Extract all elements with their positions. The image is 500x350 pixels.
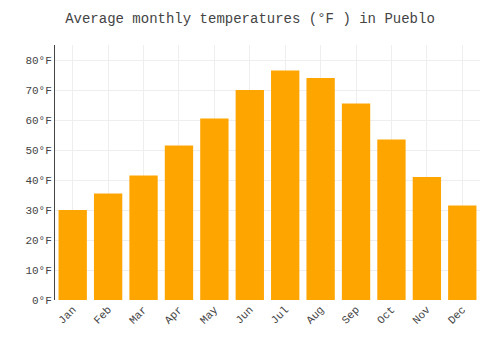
svg-text:Apr: Apr bbox=[162, 304, 184, 326]
svg-text:Mar: Mar bbox=[127, 304, 149, 326]
svg-text:40°F: 40°F bbox=[25, 175, 51, 187]
svg-text:Oct: Oct bbox=[375, 304, 397, 326]
svg-text:Nov: Nov bbox=[410, 304, 433, 327]
svg-text:30°F: 30°F bbox=[25, 205, 51, 217]
svg-text:70°F: 70°F bbox=[25, 85, 51, 97]
svg-text:20°F: 20°F bbox=[25, 235, 51, 247]
svg-text:50°F: 50°F bbox=[25, 145, 51, 157]
svg-text:Average monthly temperatures (: Average monthly temperatures (°F ) in Pu… bbox=[65, 11, 435, 27]
svg-text:May: May bbox=[198, 304, 221, 327]
svg-text:80°F: 80°F bbox=[25, 55, 51, 67]
svg-text:Dec: Dec bbox=[446, 304, 468, 326]
svg-text:Jan: Jan bbox=[56, 304, 78, 326]
svg-text:60°F: 60°F bbox=[25, 115, 51, 127]
svg-text:0°F: 0°F bbox=[32, 295, 52, 307]
svg-text:Aug: Aug bbox=[304, 304, 326, 326]
svg-text:Feb: Feb bbox=[92, 304, 114, 326]
svg-text:Jul: Jul bbox=[269, 304, 291, 326]
svg-text:Jun: Jun bbox=[233, 304, 255, 326]
svg-text:10°F: 10°F bbox=[25, 265, 51, 277]
svg-text:Sep: Sep bbox=[340, 304, 362, 326]
